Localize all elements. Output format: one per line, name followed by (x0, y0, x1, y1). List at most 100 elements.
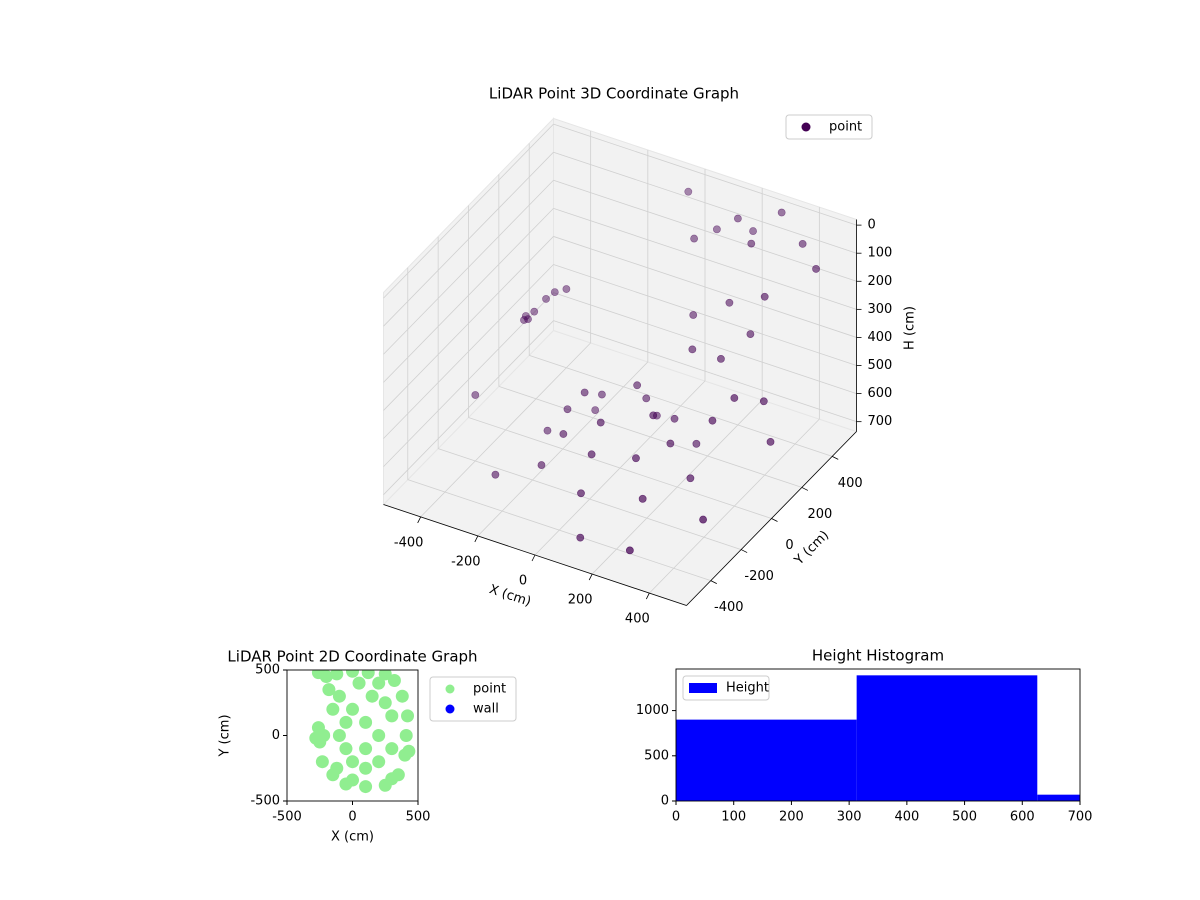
point (632, 454, 640, 463)
point (385, 772, 399, 786)
point (638, 494, 647, 503)
point (550, 288, 559, 297)
point (330, 761, 344, 775)
x-tick-label: 200 (779, 810, 804, 825)
grid-line (553, 179, 857, 282)
point (352, 676, 366, 690)
point (766, 437, 775, 446)
point (359, 715, 373, 729)
grid-line (438, 448, 742, 550)
y-tick-label: 0 (661, 794, 669, 809)
grid-line (553, 264, 857, 366)
point (520, 316, 528, 324)
point (625, 546, 634, 555)
z-tick-label: 400 (868, 330, 893, 345)
y-tick-label: 0 (272, 728, 280, 743)
point (385, 742, 399, 756)
z-tick-label: 100 (868, 246, 893, 261)
point (359, 780, 373, 794)
point (326, 702, 340, 716)
point (699, 515, 707, 524)
grid-line (553, 207, 857, 310)
y-tick-label: -400 (714, 600, 744, 615)
point (633, 381, 642, 390)
grid-line (553, 292, 857, 394)
z-tick-label: 300 (868, 302, 893, 317)
point (491, 470, 500, 479)
x-tick-label: 600 (1010, 810, 1035, 825)
legend-marker (689, 683, 717, 693)
point (542, 295, 550, 303)
point (670, 414, 679, 423)
point (759, 397, 768, 406)
grid-line (407, 479, 711, 582)
point (332, 729, 346, 742)
x-tick (417, 516, 422, 524)
point (733, 214, 742, 223)
point (530, 307, 539, 316)
point (577, 489, 585, 498)
point (684, 187, 693, 196)
y-tick-label: 500 (644, 748, 669, 763)
grid-line (383, 208, 554, 383)
point (471, 391, 480, 399)
axes-frame (675, 668, 1081, 802)
z-tick-label: 500 (868, 358, 893, 373)
point (346, 755, 359, 769)
point (689, 311, 698, 319)
point (365, 689, 379, 703)
x-tick-label: 500 (952, 810, 977, 825)
point (346, 702, 359, 716)
grid-line (553, 320, 857, 423)
point (385, 709, 399, 723)
y-tick-label: -200 (744, 569, 774, 584)
point (339, 715, 353, 729)
y-tick (832, 455, 839, 460)
point (812, 265, 820, 273)
grid-line (383, 123, 554, 299)
point (537, 461, 546, 469)
point (777, 208, 786, 217)
grid-line (553, 123, 857, 226)
point (339, 742, 353, 756)
point (395, 689, 409, 703)
x-tick-label: 0 (672, 810, 680, 825)
point (372, 729, 386, 742)
y-tick (740, 549, 748, 553)
point (399, 729, 413, 742)
point (598, 390, 606, 399)
point (692, 439, 701, 448)
z-tick-label: 0 (868, 218, 876, 233)
point (642, 394, 651, 403)
x-tick-label: 200 (568, 593, 593, 608)
legend-marker (445, 704, 455, 714)
point (359, 761, 373, 775)
point (332, 689, 346, 703)
legend-marker (445, 684, 455, 694)
point (576, 533, 585, 542)
x-axis-label: X (cm) (331, 830, 374, 845)
point (690, 234, 699, 243)
point (717, 355, 725, 363)
point (725, 298, 734, 307)
point (311, 721, 325, 735)
y-tick (771, 518, 778, 522)
x-tick-label: 0 (519, 574, 527, 589)
x-tick-label: 500 (406, 810, 431, 825)
point (361, 670, 375, 680)
point (315, 755, 329, 769)
point (524, 315, 532, 324)
point (378, 696, 392, 710)
y-tick (801, 487, 809, 491)
z-axis-label: H (cm) (903, 306, 918, 350)
point (346, 670, 359, 678)
x-tick-label: -200 (451, 554, 481, 569)
x-axis-line (383, 504, 687, 606)
y-axis-line (686, 431, 857, 606)
point (587, 450, 596, 459)
grid-line (383, 320, 554, 495)
z-tick-label: 700 (868, 414, 893, 429)
point (372, 755, 386, 769)
chart-title: LiDAR Point 2D Coordinate Graph (227, 648, 477, 666)
